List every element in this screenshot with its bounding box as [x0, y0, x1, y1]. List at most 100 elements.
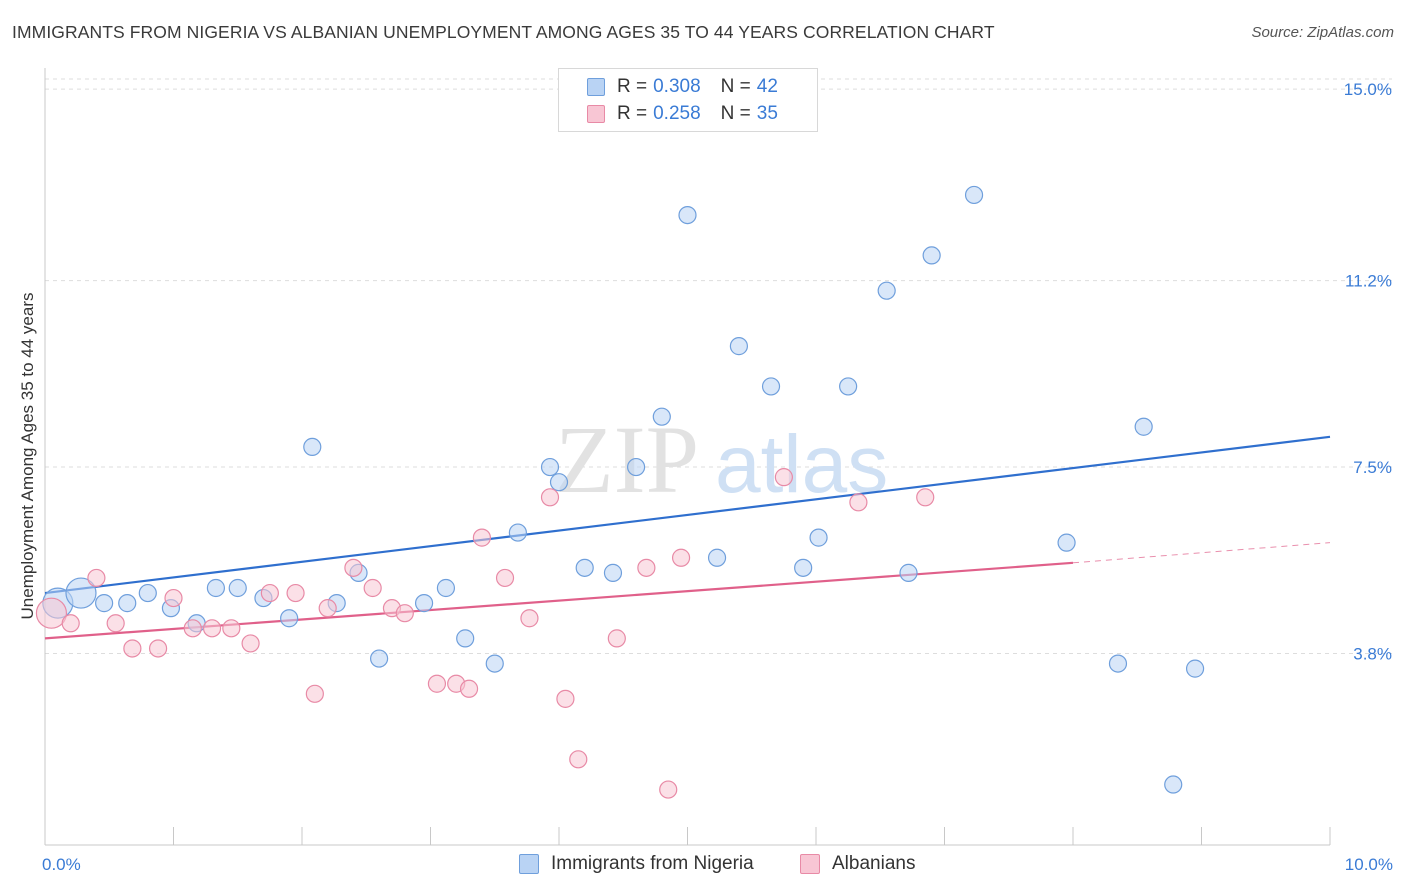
nigeria-point — [877, 281, 896, 300]
y-tick-label: 15.0% — [1344, 80, 1392, 99]
nigeria-point — [575, 558, 594, 577]
albanians-point — [260, 583, 279, 603]
bottom-legend-label-nigeria: Immigrants from Nigeria — [551, 853, 754, 874]
nigeria-point — [540, 457, 560, 477]
x-tick-label: 10.0% — [1345, 855, 1393, 874]
albanians-point — [849, 493, 868, 512]
legend-r-value: 0.308 — [653, 76, 701, 97]
nigeria-point — [652, 407, 671, 426]
nigeria-point — [794, 558, 813, 577]
albanians-point — [286, 583, 305, 603]
albanians-point — [305, 684, 324, 703]
legend-r-value: 0.258 — [653, 103, 701, 124]
albanians-point — [607, 629, 626, 648]
nigeria-point — [1134, 417, 1153, 436]
nigeria-point — [626, 457, 646, 477]
albanians-point — [123, 639, 142, 658]
nigeria-point — [65, 577, 97, 609]
legend-swatch-pink — [587, 105, 605, 123]
bottom-legend-swatch-blue — [519, 854, 539, 874]
nigeria-point — [280, 609, 299, 628]
bottom-legend-nigeria: Immigrants from Nigeria — [519, 852, 754, 876]
legend-row-albanians: R = 0.258 N = 35 — [587, 101, 778, 127]
albanians-point — [106, 614, 125, 633]
nigeria-point — [1164, 775, 1183, 794]
legend-r-label: R = — [617, 103, 648, 124]
watermark-zip: ZIP — [555, 406, 699, 513]
albanians-point — [164, 588, 183, 608]
legend: R = 0.308 N = 42 R = 0.258 N = 35 — [558, 68, 818, 132]
nigeria-point — [436, 578, 456, 598]
albanians-point — [148, 639, 168, 658]
albanians-point — [569, 750, 588, 769]
x-tick-label: 0.0% — [42, 855, 81, 874]
y-tick-label: 3.8% — [1353, 645, 1392, 664]
nigeria-point — [414, 594, 434, 613]
nigeria-point — [485, 654, 504, 673]
axes — [44, 68, 1331, 846]
nigeria-point — [839, 377, 858, 396]
nigeria-point — [1108, 654, 1128, 673]
tick-labels: 3.8% 7.5% 11.2% 15.0% 0.0% 10.0% — [42, 80, 1393, 874]
albanians-point — [520, 609, 539, 628]
legend-n-value: 42 — [756, 76, 778, 97]
bottom-legend-swatch-pink — [800, 854, 820, 874]
gridlines — [45, 78, 1392, 655]
nigeria-point — [729, 337, 749, 356]
albanians-point — [222, 619, 241, 638]
nigeria-point — [761, 377, 781, 396]
bottom-legend-albanians: Albanians — [800, 852, 915, 876]
albanians-point — [774, 468, 793, 487]
data-points — [35, 185, 1205, 799]
nigeria-point — [922, 246, 941, 265]
nigeria-point — [549, 473, 569, 492]
y-tick-label: 11.2% — [1345, 272, 1392, 291]
nigeria-point — [678, 205, 697, 225]
albanians-point — [427, 674, 447, 693]
albanians-point — [637, 558, 656, 577]
albanians-point — [459, 679, 479, 698]
albanians-point — [87, 568, 106, 588]
albanians-point — [540, 488, 560, 507]
nigeria-point — [303, 437, 322, 457]
nigeria-point — [1185, 659, 1205, 678]
nigeria-trend-line — [44, 435, 1331, 595]
legend-n-label: N = — [720, 76, 751, 97]
albanians-point — [472, 528, 491, 547]
nigeria-point — [964, 185, 984, 205]
albanians-point — [363, 578, 382, 598]
nigeria-point — [95, 594, 114, 613]
legend-n-value: 35 — [756, 103, 778, 124]
y-tick-label: 7.5% — [1353, 458, 1392, 477]
albanians-point — [318, 599, 337, 618]
nigeria-point — [508, 523, 527, 542]
nigeria-point — [1057, 533, 1076, 552]
legend-swatch-blue — [587, 78, 605, 96]
albanians-point — [671, 548, 691, 567]
legend-r-label: R = — [617, 76, 648, 97]
albanians-point — [35, 597, 68, 629]
chart-title: IMMIGRANTS FROM NIGERIA VS ALBANIAN UNEM… — [12, 22, 995, 42]
albanians-point — [344, 558, 363, 577]
albanians-point — [556, 689, 575, 708]
bottom-legend-label-albanians: Albanians — [832, 853, 916, 874]
albanians-point — [916, 488, 935, 507]
albanians-point — [202, 619, 222, 638]
albanians-point — [183, 619, 202, 638]
nigeria-point — [707, 548, 727, 567]
albanians-trend-extension — [1072, 542, 1331, 564]
nigeria-point — [899, 563, 918, 582]
nigeria-point — [138, 583, 157, 603]
nigeria-point — [206, 578, 226, 598]
albanians-point — [659, 780, 678, 799]
albanians-point — [495, 568, 515, 588]
albanians-point — [61, 614, 80, 633]
nigeria-point — [370, 649, 389, 668]
albanians-point — [241, 634, 260, 653]
albanians-point — [395, 604, 414, 623]
source-credit: Source: ZipAtlas.com — [1251, 24, 1394, 41]
nigeria-point — [118, 594, 137, 613]
legend-row-nigeria: R = 0.308 N = 42 — [587, 74, 778, 100]
nigeria-point — [228, 578, 247, 598]
